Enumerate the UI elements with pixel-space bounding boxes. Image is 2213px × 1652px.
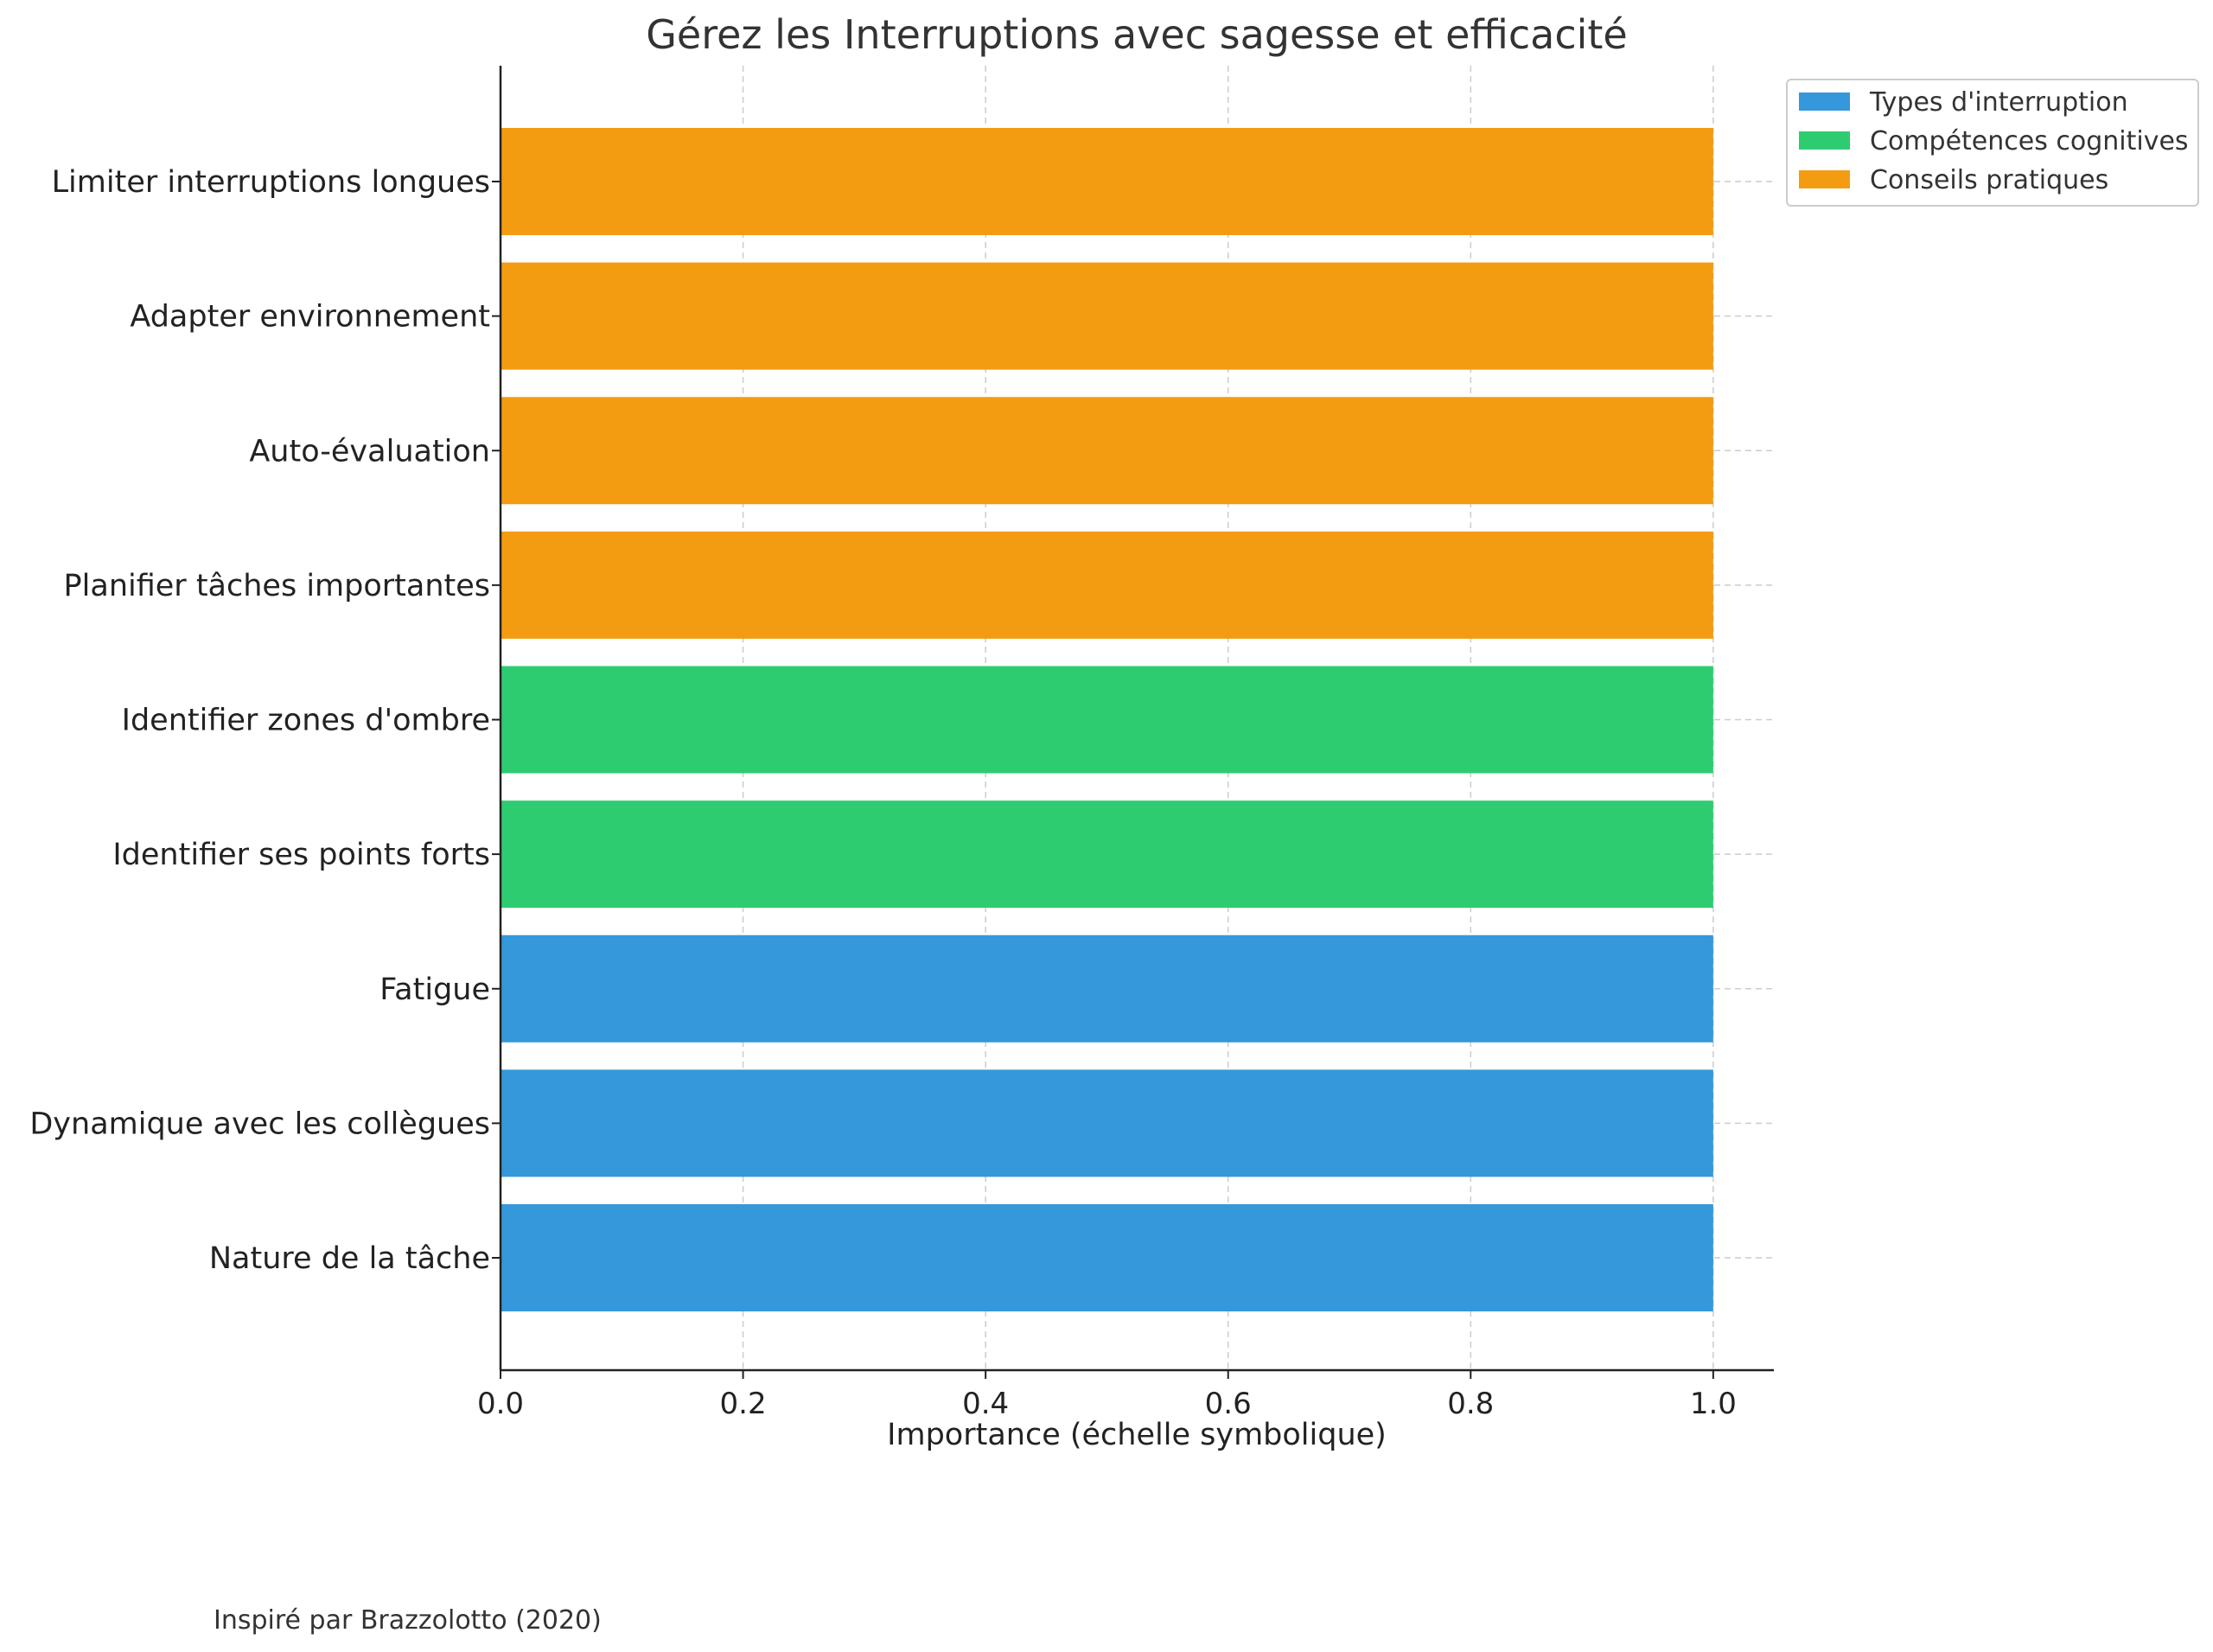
category-label: Dynamique avec les collègues: [29, 1107, 490, 1141]
x-tick-label: 1.0: [1690, 1387, 1737, 1421]
category-label: Fatigue: [379, 973, 490, 1007]
category-labels: Nature de la tâche Dynamique avec les col…: [29, 165, 490, 1276]
x-ticks: 0.0 0.2 0.4 0.6 0.8 1.0: [477, 181, 1737, 1421]
bar: [501, 1069, 1713, 1177]
category-label: Nature de la tâche: [209, 1241, 490, 1276]
x-tick-label: 0.0: [477, 1387, 524, 1421]
bar: [501, 800, 1713, 909]
bar: [501, 1204, 1713, 1311]
chart-title: Gérez les Interruptions avec sagesse et …: [646, 11, 1627, 58]
category-label: Limiter interruptions longues: [52, 165, 490, 200]
x-tick-label: 0.4: [962, 1387, 1009, 1421]
bar: [501, 262, 1713, 370]
category-label: Adapter environnement: [130, 300, 490, 335]
legend-label: Types d'interruption: [1869, 87, 2128, 118]
bar: [501, 666, 1713, 774]
x-axis-label: Importance (échelle symbolique): [887, 1418, 1387, 1452]
legend-swatch: [1799, 131, 1850, 150]
caption: Inspiré par Brazzolotto (2020): [214, 1605, 602, 1636]
bar: [501, 934, 1713, 1043]
bar: [501, 128, 1713, 235]
bar: [501, 531, 1713, 639]
legend-label: Compétences cognitives: [1870, 126, 2189, 156]
bars: [501, 128, 1713, 1311]
category-label: Identifier zones d'ombre: [122, 704, 490, 738]
legend-frame: [1786, 79, 2199, 207]
legend-swatch: [1799, 92, 1850, 111]
x-tick-label: 0.8: [1447, 1387, 1494, 1421]
legend: Types d'interruption Compétences cognitiv…: [1786, 79, 2199, 207]
category-label: Identifier ses points forts: [112, 838, 490, 872]
category-label: Auto-évaluation: [249, 434, 490, 469]
category-label: Planifier tâches importantes: [64, 569, 490, 603]
bar: [501, 397, 1713, 505]
axes: [499, 66, 1774, 1372]
x-tick-label: 0.6: [1205, 1387, 1252, 1421]
legend-label: Conseils pratiques: [1870, 165, 2108, 195]
x-tick-label: 0.2: [720, 1387, 767, 1421]
legend-swatch: [1799, 170, 1850, 188]
